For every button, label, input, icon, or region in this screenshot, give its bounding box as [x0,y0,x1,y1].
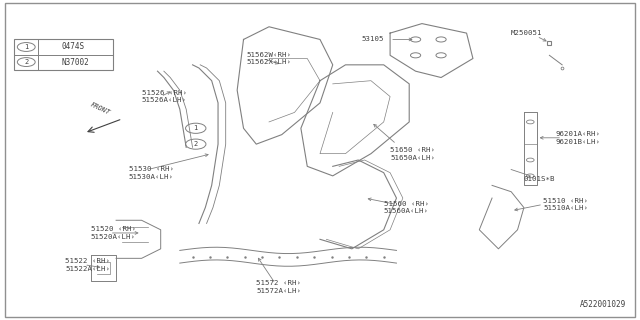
Text: A522001029: A522001029 [580,300,626,309]
Text: 2: 2 [24,59,28,65]
Text: 51510 ‹RH›
51510A‹LH›: 51510 ‹RH› 51510A‹LH› [543,197,588,211]
Text: N37002: N37002 [62,58,90,67]
Text: 51650 ‹RH›
51650A‹LH›: 51650 ‹RH› 51650A‹LH› [390,147,435,161]
Text: 1: 1 [24,44,28,50]
Text: 51562W‹RH›
51562X‹LH›: 51562W‹RH› 51562X‹LH› [246,52,292,65]
Text: 0474S: 0474S [62,43,85,52]
Text: 2: 2 [194,141,198,147]
Text: 0101S∗B: 0101S∗B [524,176,556,182]
Text: M250051: M250051 [511,30,543,36]
Text: 51530 ‹RH›
51530A‹LH›: 51530 ‹RH› 51530A‹LH› [129,166,174,180]
Text: FRONT: FRONT [89,101,111,116]
FancyBboxPatch shape [14,39,113,69]
Text: 1: 1 [194,125,198,131]
Text: 51572 ‹RH›
51572A‹LH›: 51572 ‹RH› 51572A‹LH› [256,280,301,294]
Text: 96201A‹RH›
96201B‹LH›: 96201A‹RH› 96201B‹LH› [556,131,601,145]
Text: 51520 ‹RH›
51520A‹LH›: 51520 ‹RH› 51520A‹LH› [91,226,136,240]
Text: 51526 ‹RH›
51526A‹LH›: 51526 ‹RH› 51526A‹LH› [141,90,187,103]
Text: 51560 ‹RH›
51560A‹LH›: 51560 ‹RH› 51560A‹LH› [384,201,429,214]
Text: 53105: 53105 [362,36,384,43]
Text: 51522 ‹RH›
51522A‹LH›: 51522 ‹RH› 51522A‹LH› [65,258,110,272]
